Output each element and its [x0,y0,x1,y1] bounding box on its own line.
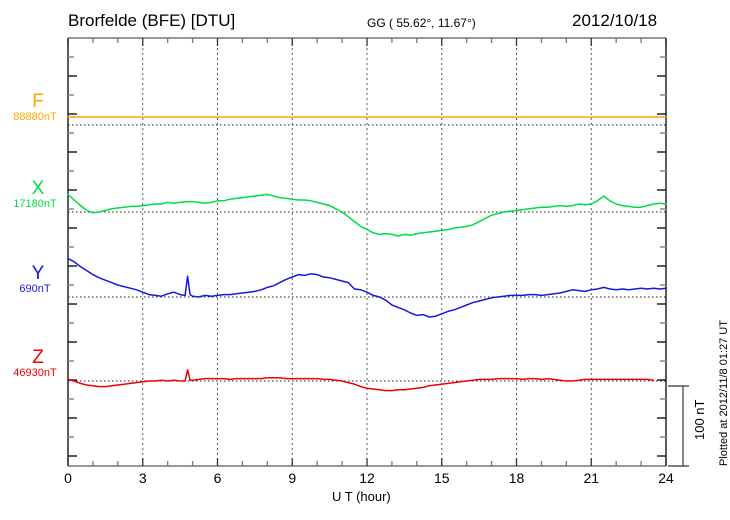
scale-bar-label: 100 nT [692,399,707,440]
x-tick-label: 9 [288,470,297,486]
x-tick-label: 12 [359,470,375,486]
plotted-at-stamp: Plotted at 2012/11/8 01:27 UT [718,320,730,466]
x-tick-label: 21 [583,470,600,486]
component-label-z: Z [32,347,44,368]
trace-y [67,257,667,318]
x-tick-label: 24 [658,470,674,486]
trace-z [67,369,655,392]
component-value-x: 17180nT [13,198,57,210]
x-tick-label: 3 [138,470,147,486]
component-value-f: 88880nT [13,111,57,123]
component-label-y: Y [31,263,45,284]
x-tick-label: 18 [508,470,525,486]
x-tick-label: 0 [64,470,72,486]
component-label-x: X [31,178,45,199]
observation-date: 2012/10/18 [572,11,658,30]
x-tick-label: 15 [433,470,450,486]
x-axis-label: U T (hour) [332,489,391,504]
component-value-y: 690nT [19,283,51,295]
x-tick-label: 6 [213,470,222,486]
component-value-z: 46930nT [13,367,57,379]
trace-x [67,193,667,237]
component-label-f: F [32,91,44,112]
station-title: Brorfelde (BFE) [DTU] [68,11,236,30]
geographic-coordinates: GG ( 55.62°, 11.67°) [367,16,476,30]
